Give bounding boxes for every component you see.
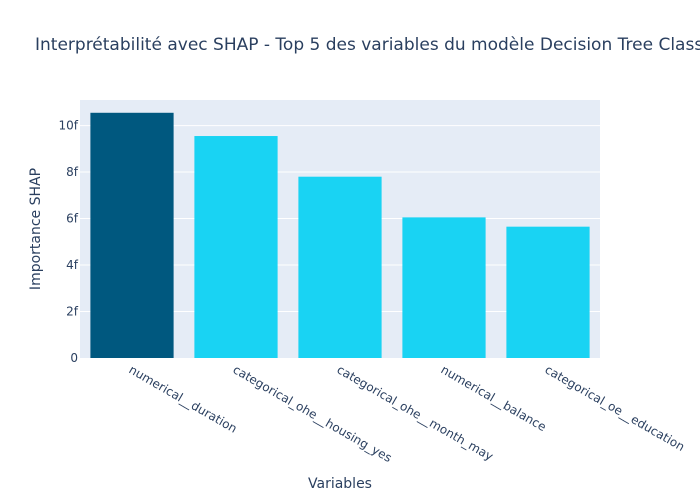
bar-categorical_ohe__month_may[interactable] [298,176,382,358]
bars [90,112,590,358]
y-tick-label: 0 [70,351,78,365]
chart-title: Interprétabilité avec SHAP - Top 5 des v… [35,35,700,55]
bar-categorical_ohe__housing_yes[interactable] [194,136,278,358]
y-tick-label: 10f [59,119,79,133]
x-tick-label: numerical__duration [127,362,240,435]
x-tick-label: numerical__balance [439,362,549,434]
x-axis-ticks: numerical__durationcategorical_ohe__hous… [127,362,688,465]
bar-categorical_oe__education[interactable] [506,226,590,358]
y-axis-ticks: 0 2f 4f 6f 8f 10f [59,119,79,365]
y-tick-label: 4f [66,258,79,272]
y-tick-label: 6f [66,212,79,226]
bar-numerical__duration[interactable] [90,112,174,358]
x-axis-title: Variables [308,476,372,492]
y-tick-label: 2f [66,305,79,319]
bar-numerical__balance[interactable] [402,217,486,358]
x-tick-label: categorical_oe__education [543,362,688,454]
y-tick-label: 8f [66,165,79,179]
y-axis-title: Importance SHAP [28,168,44,290]
